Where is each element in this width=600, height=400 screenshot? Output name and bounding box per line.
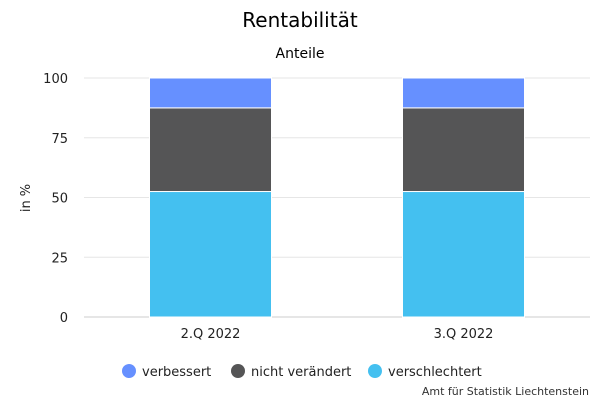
x-axis-ticks: 2.Q 2022 3.Q 2022: [181, 327, 494, 342]
credit-text: Amt für Statistik Liechtenstein: [422, 385, 589, 398]
legend-item[interactable]: verschlechtert: [368, 364, 482, 380]
bar-segment: [402, 107, 525, 193]
chart-subtitle: Anteile: [276, 46, 325, 62]
bar-segment: [149, 107, 272, 193]
legend-label: nicht verändert: [251, 365, 351, 380]
bar-segment: [402, 191, 525, 318]
y-axis-ticks: 0 25 50 75 100: [43, 72, 68, 326]
x-tick-label: 3.Q 2022: [434, 327, 494, 342]
y-tick-label: 0: [60, 311, 68, 326]
y-tick-label: 25: [51, 251, 68, 266]
legend-swatch: [231, 364, 245, 378]
y-tick-label: 50: [51, 192, 68, 207]
bar-segment: [149, 77, 272, 109]
legend: verbessert nicht verändert verschlechtert: [122, 364, 482, 380]
legend-swatch: [122, 364, 136, 378]
y-tick-label: 100: [43, 72, 68, 87]
legend-label: verbessert: [142, 365, 211, 380]
legend-item[interactable]: verbessert: [122, 364, 211, 380]
x-tick-label: 2.Q 2022: [181, 327, 241, 342]
bar-segment: [402, 77, 525, 109]
chart-title: Rentabilität: [242, 8, 358, 32]
bars: [149, 77, 525, 318]
legend-swatch: [368, 364, 382, 378]
legend-item[interactable]: nicht verändert: [231, 364, 351, 380]
legend-label: verschlechtert: [388, 365, 482, 380]
bar-segment: [149, 191, 272, 318]
y-tick-label: 75: [51, 132, 68, 147]
y-axis-title: in %: [19, 184, 34, 212]
